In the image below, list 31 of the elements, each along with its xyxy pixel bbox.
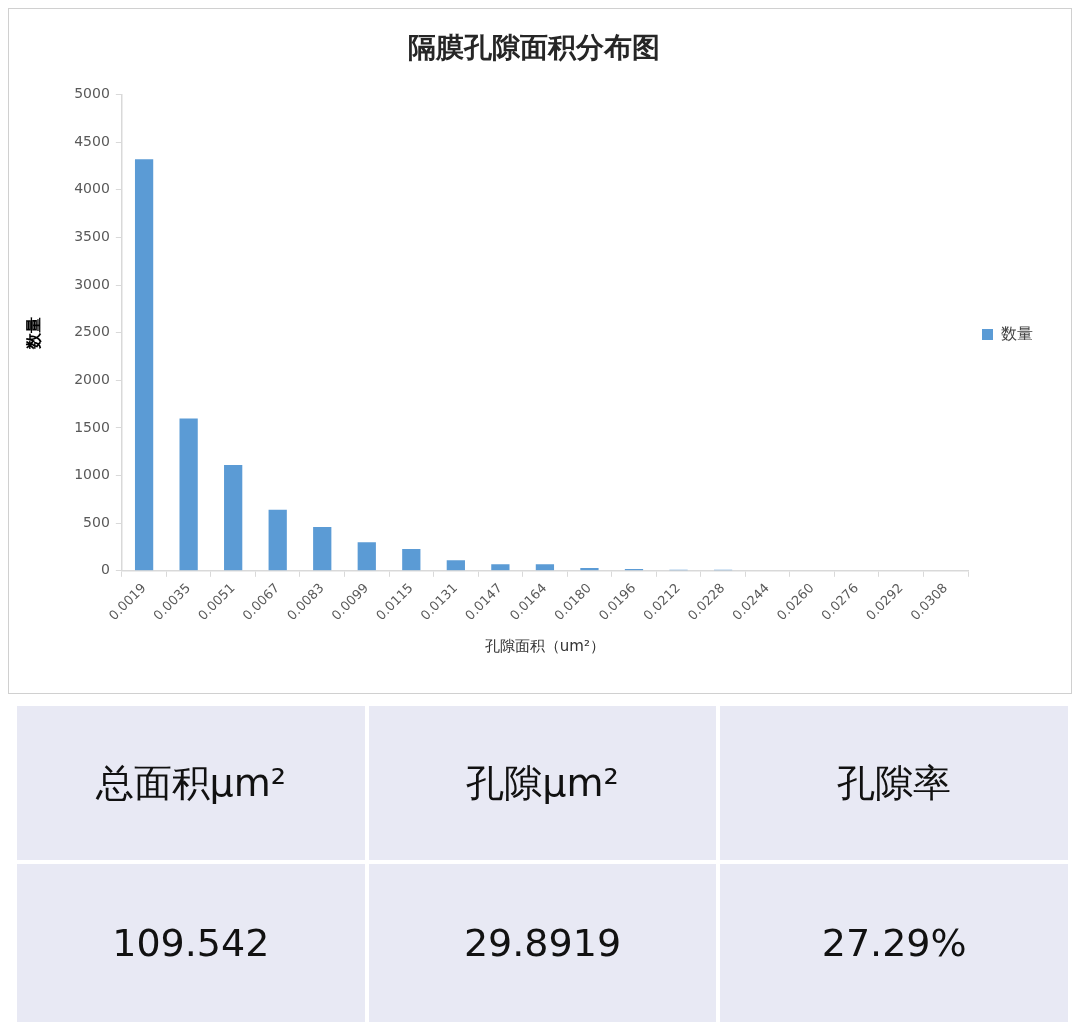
y-axis-title: 数量 [23, 316, 43, 350]
y-tick-label: 5000 [74, 85, 110, 102]
text: 27.29% [821, 921, 967, 965]
text: 109.542 [112, 921, 270, 965]
y-tick-label: 3000 [74, 275, 110, 292]
bar [134, 159, 154, 571]
y-tick-label: 500 [83, 513, 110, 530]
y-tick-label: 3500 [74, 228, 110, 245]
bar [268, 509, 287, 571]
legend-label: 数量 [1001, 323, 1033, 343]
bar [446, 560, 465, 571]
text: 29.8919 [463, 921, 622, 965]
category-label: 孔隙率 [720, 706, 1068, 860]
bar [402, 548, 421, 571]
category-label: 总面积μm² [17, 706, 365, 860]
y-tick-label: 4000 [74, 180, 110, 197]
y-tick-label: 2500 [74, 323, 110, 340]
y-tick-label: 0 [100, 561, 110, 578]
bar [179, 418, 198, 571]
bar [313, 526, 332, 571]
bar [224, 465, 243, 571]
bar [535, 564, 555, 571]
x-axis-title: 孔隙面积（um²） [484, 636, 605, 655]
bar [357, 542, 376, 571]
bar [491, 564, 510, 571]
category-label: 孔隙μm² [368, 706, 717, 860]
y-tick-label: 1500 [74, 418, 110, 435]
y-tick-label: 4500 [74, 132, 110, 149]
chart-title: 隔膜孔隙面积分布图 [408, 31, 660, 65]
y-tick-label: 1000 [74, 466, 110, 483]
y-tick-label: 2000 [74, 370, 110, 387]
